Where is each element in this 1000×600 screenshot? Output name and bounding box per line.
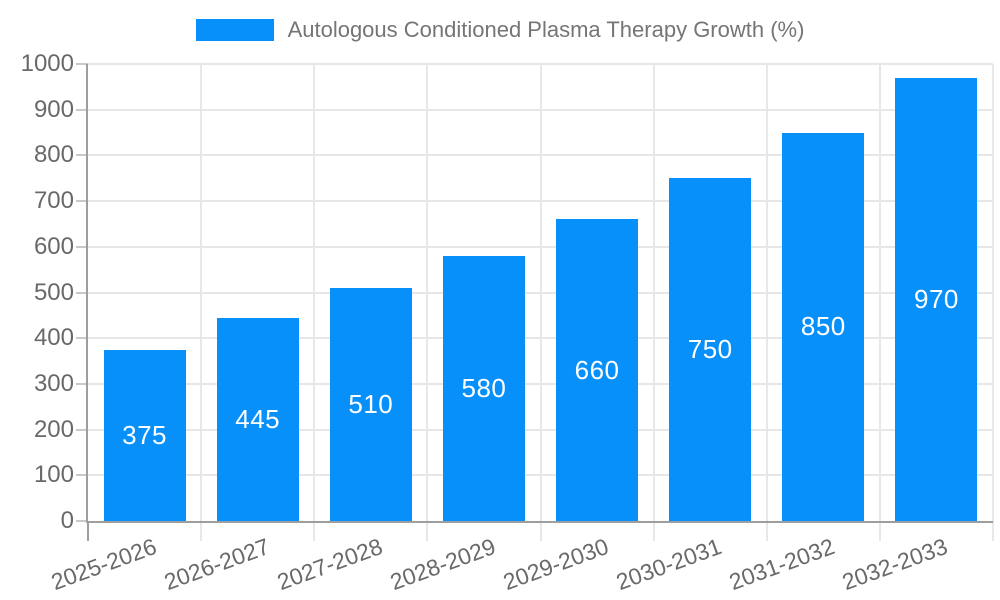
bar[interactable]: 750	[669, 178, 752, 521]
y-axis-label: 1000	[20, 50, 74, 77]
y-axis-tick-mark	[76, 474, 88, 477]
v-gridline	[313, 64, 316, 521]
x-axis-label: 2029-2030	[499, 533, 612, 596]
bar[interactable]: 580	[442, 255, 525, 521]
bar[interactable]: 660	[556, 219, 639, 521]
x-axis-line	[86, 521, 993, 523]
x-axis-label: 2026-2027	[160, 533, 273, 596]
y-axis-label: 800	[33, 141, 74, 169]
v-gridline	[765, 64, 768, 521]
bar[interactable]: 850	[782, 132, 865, 521]
y-axis-label: 100	[33, 461, 74, 489]
bar-value-label: 580	[461, 372, 507, 403]
v-gridline	[426, 64, 429, 521]
y-axis-tick-mark	[76, 154, 88, 157]
legend[interactable]: Autologous Conditioned Plasma Therapy Gr…	[0, 17, 1000, 43]
x-axis-tick-mark	[765, 521, 768, 541]
bar-value-label: 850	[800, 311, 846, 342]
y-axis-label: 600	[33, 232, 74, 260]
y-axis-tick-mark	[76, 337, 88, 340]
bar-value-label: 445	[235, 403, 281, 434]
y-axis-tick-mark	[76, 382, 88, 385]
x-axis-label: 2031-2032	[725, 533, 839, 596]
x-axis-tick-mark	[426, 521, 429, 541]
v-gridline	[539, 64, 542, 521]
x-axis-label: 2028-2029	[386, 533, 499, 596]
bar[interactable]: 970	[895, 77, 978, 521]
v-gridline	[200, 64, 203, 521]
y-axis-label: 900	[33, 95, 74, 123]
x-axis-label: 2025-2026	[47, 533, 160, 596]
x-axis-tick-mark	[200, 521, 203, 541]
y-axis-label: 0	[60, 507, 74, 534]
x-axis-tick-mark	[652, 521, 655, 541]
x-axis-tick-mark	[878, 521, 881, 541]
bar-value-label: 375	[122, 419, 167, 450]
bar-value-label: 660	[574, 354, 620, 385]
x-axis-label: 2027-2028	[273, 533, 386, 596]
y-axis-line	[86, 64, 88, 521]
x-axis-tick-mark	[539, 521, 542, 541]
v-gridline	[992, 64, 994, 521]
y-axis-tick-mark	[76, 245, 88, 248]
x-axis-label: 2032-2033	[839, 533, 952, 596]
y-axis-label: 200	[33, 415, 74, 443]
y-axis-tick-mark	[76, 200, 88, 203]
legend-swatch	[195, 19, 274, 41]
y-axis-label: 300	[33, 369, 74, 397]
y-axis-tick-mark	[76, 108, 88, 111]
x-axis-tick-mark	[992, 521, 994, 541]
v-gridline	[652, 64, 655, 521]
y-axis-tick-mark	[76, 520, 88, 522]
legend-label: Autologous Conditioned Plasma Therapy Gr…	[287, 17, 805, 42]
bar[interactable]: 375	[103, 349, 186, 521]
y-axis-label: 400	[33, 324, 74, 352]
bar[interactable]: 445	[216, 317, 299, 521]
bar-value-label: 750	[687, 334, 733, 365]
bar[interactable]: 510	[329, 287, 412, 521]
y-axis-label: 500	[33, 278, 74, 306]
x-axis-tick-mark	[313, 521, 316, 541]
y-axis-label: 700	[33, 187, 74, 215]
bar-value-label: 510	[348, 388, 394, 419]
v-gridline	[878, 64, 881, 521]
x-axis-label: 2030-2031	[612, 533, 726, 596]
bar-value-label: 970	[913, 283, 959, 314]
y-axis-tick-mark	[76, 428, 88, 431]
x-axis-tick-mark	[87, 521, 89, 541]
y-axis-tick-mark	[76, 291, 88, 294]
y-axis-tick-mark	[76, 63, 88, 65]
